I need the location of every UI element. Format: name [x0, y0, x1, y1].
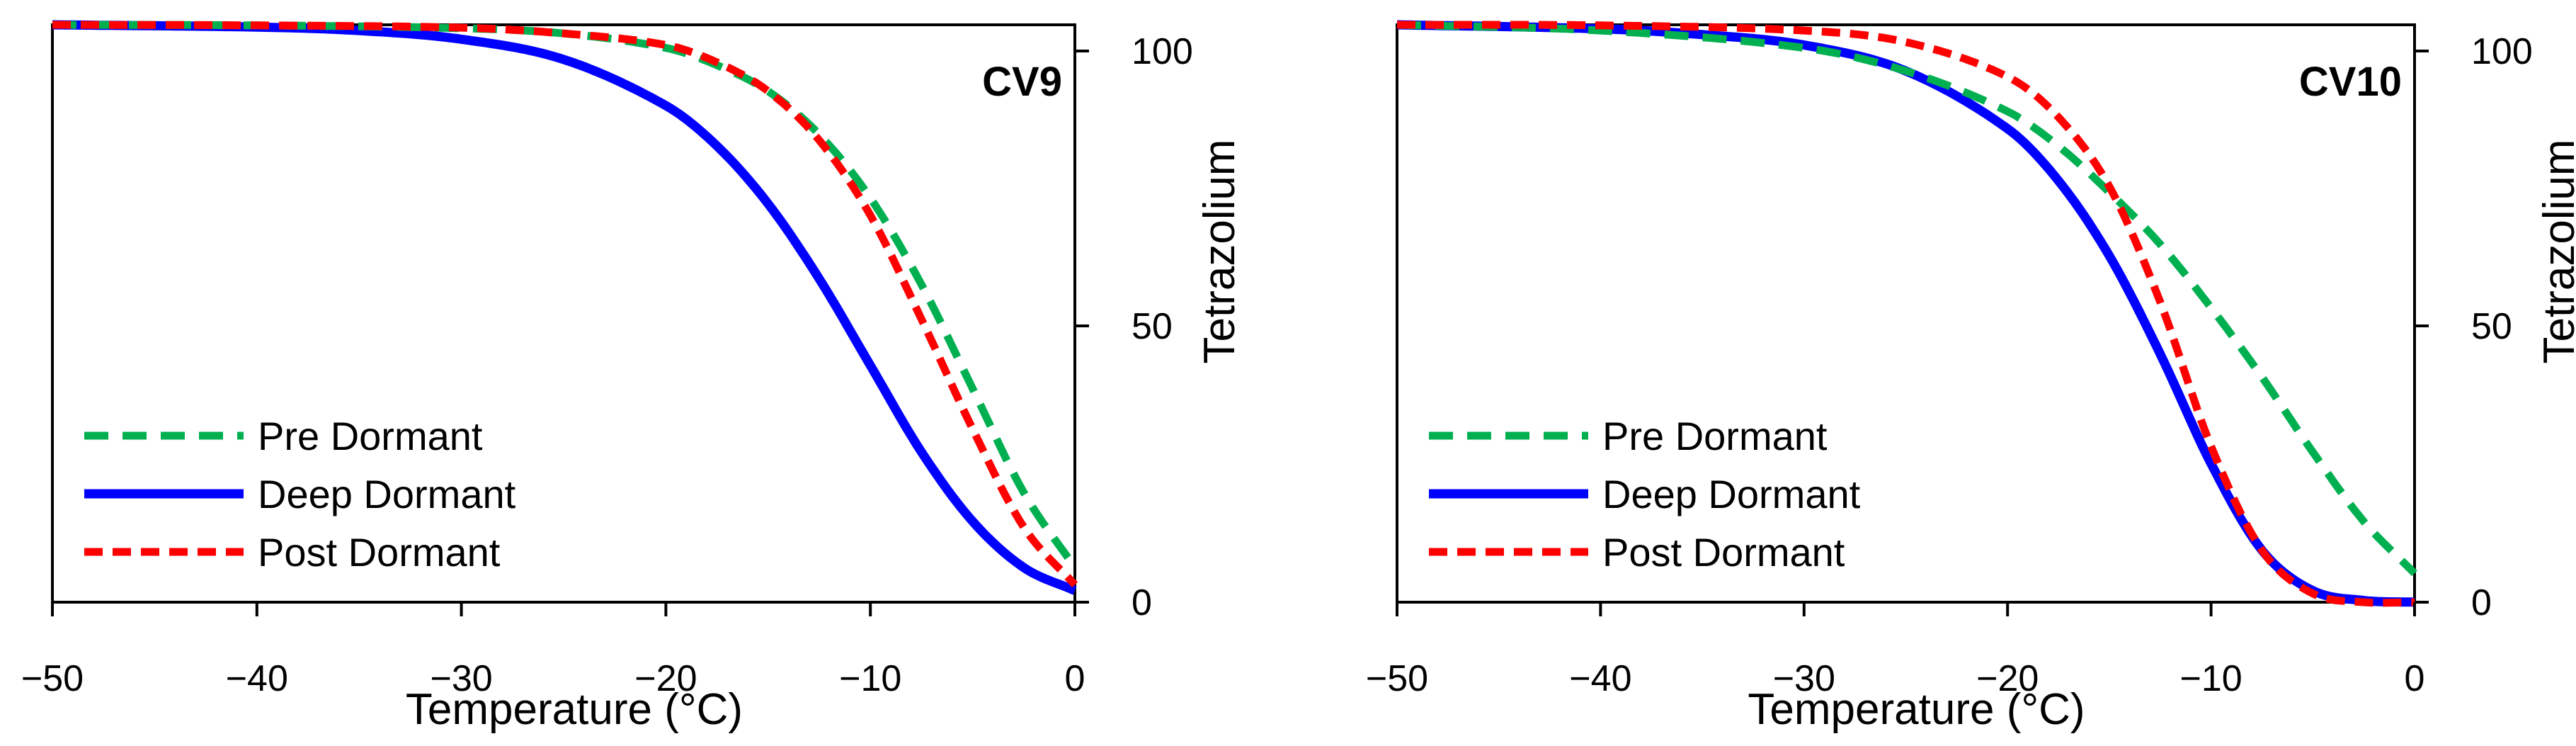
- chart-panel-cv10: CV10 −50 −40 −30 −20 −10 0 0 50 100 Temperature…: [1366, 20, 2576, 734]
- y-tick-layer: 0 50 100: [1075, 31, 1193, 623]
- series-line-post-dormant: [52, 21, 1078, 588]
- legend-label-pre-dormant: Pre Dormant: [1602, 414, 1828, 458]
- series-line-deep-dormant: [1396, 20, 2415, 607]
- y-tick-label: 100: [2471, 31, 2533, 72]
- legend: Pre Dormant Deep Dormant Post Dormant: [84, 414, 516, 575]
- legend-label-deep-dormant: Deep Dormant: [1602, 472, 1861, 516]
- x-tick-layer: −50 −40 −30 −20 −10 0: [1366, 602, 2425, 699]
- x-tick-label: −50: [1366, 658, 1428, 699]
- x-tick-layer: −50 −40 −30 −20 −10 0: [21, 602, 1085, 699]
- y-tick-label: 100: [1132, 31, 1193, 72]
- panel-label: CV9: [982, 59, 1062, 105]
- y-axis-title: Tetrazolium: [2535, 140, 2576, 364]
- plot-area: [51, 23, 1076, 604]
- series-line-pre-dormant: [52, 21, 1078, 570]
- x-tick-label: −10: [2179, 658, 2242, 699]
- series-layer: [1396, 20, 2417, 607]
- y-axis-title: Tetrazolium: [1195, 140, 1244, 364]
- x-tick-label: −50: [21, 658, 84, 699]
- x-axis-title: Temperature (°C): [406, 685, 743, 734]
- y-tick-layer: 0 50 100: [2415, 31, 2533, 623]
- plot-frame: [1396, 23, 2416, 604]
- x-tick-label: 0: [2405, 658, 2425, 699]
- x-tick-label: −30: [1773, 658, 1835, 699]
- plot-area: [1396, 23, 2416, 604]
- legend: Pre Dormant Deep Dormant Post Dormant: [1429, 414, 1861, 575]
- legend-label-pre-dormant: Pre Dormant: [258, 414, 483, 458]
- legend-label-deep-dormant: Deep Dormant: [258, 472, 516, 516]
- series-line-post-dormant: [1397, 21, 2415, 607]
- panel-label: CV10: [2299, 59, 2402, 105]
- x-tick-label: −30: [430, 658, 492, 699]
- y-tick-label: 0: [2471, 582, 2492, 623]
- x-tick-label: −20: [1976, 658, 2039, 699]
- legend-label-post-dormant: Post Dormant: [1602, 530, 1845, 575]
- y-tick-label: 0: [1132, 582, 1152, 623]
- x-tick-label: 0: [1065, 658, 1085, 699]
- series-line-pre-dormant: [1396, 21, 2417, 577]
- y-tick-label: 50: [2471, 306, 2512, 347]
- x-tick-label: −40: [226, 658, 288, 699]
- plot-frame: [51, 23, 1076, 604]
- y-tick-label: 50: [1132, 306, 1173, 347]
- x-tick-label: −40: [1569, 658, 1631, 699]
- chart-panel-cv9: CV9 −50 −40 −30 −20 −10 0 0 50 100 Temperature …: [21, 20, 1244, 734]
- series-line-deep-dormant: [52, 20, 1077, 595]
- x-tick-label: −20: [634, 658, 697, 699]
- legend-label-post-dormant: Post Dormant: [258, 530, 501, 575]
- x-tick-label: −10: [839, 658, 901, 699]
- series-layer: [52, 20, 1078, 595]
- x-axis-title: Temperature (°C): [1748, 685, 2085, 734]
